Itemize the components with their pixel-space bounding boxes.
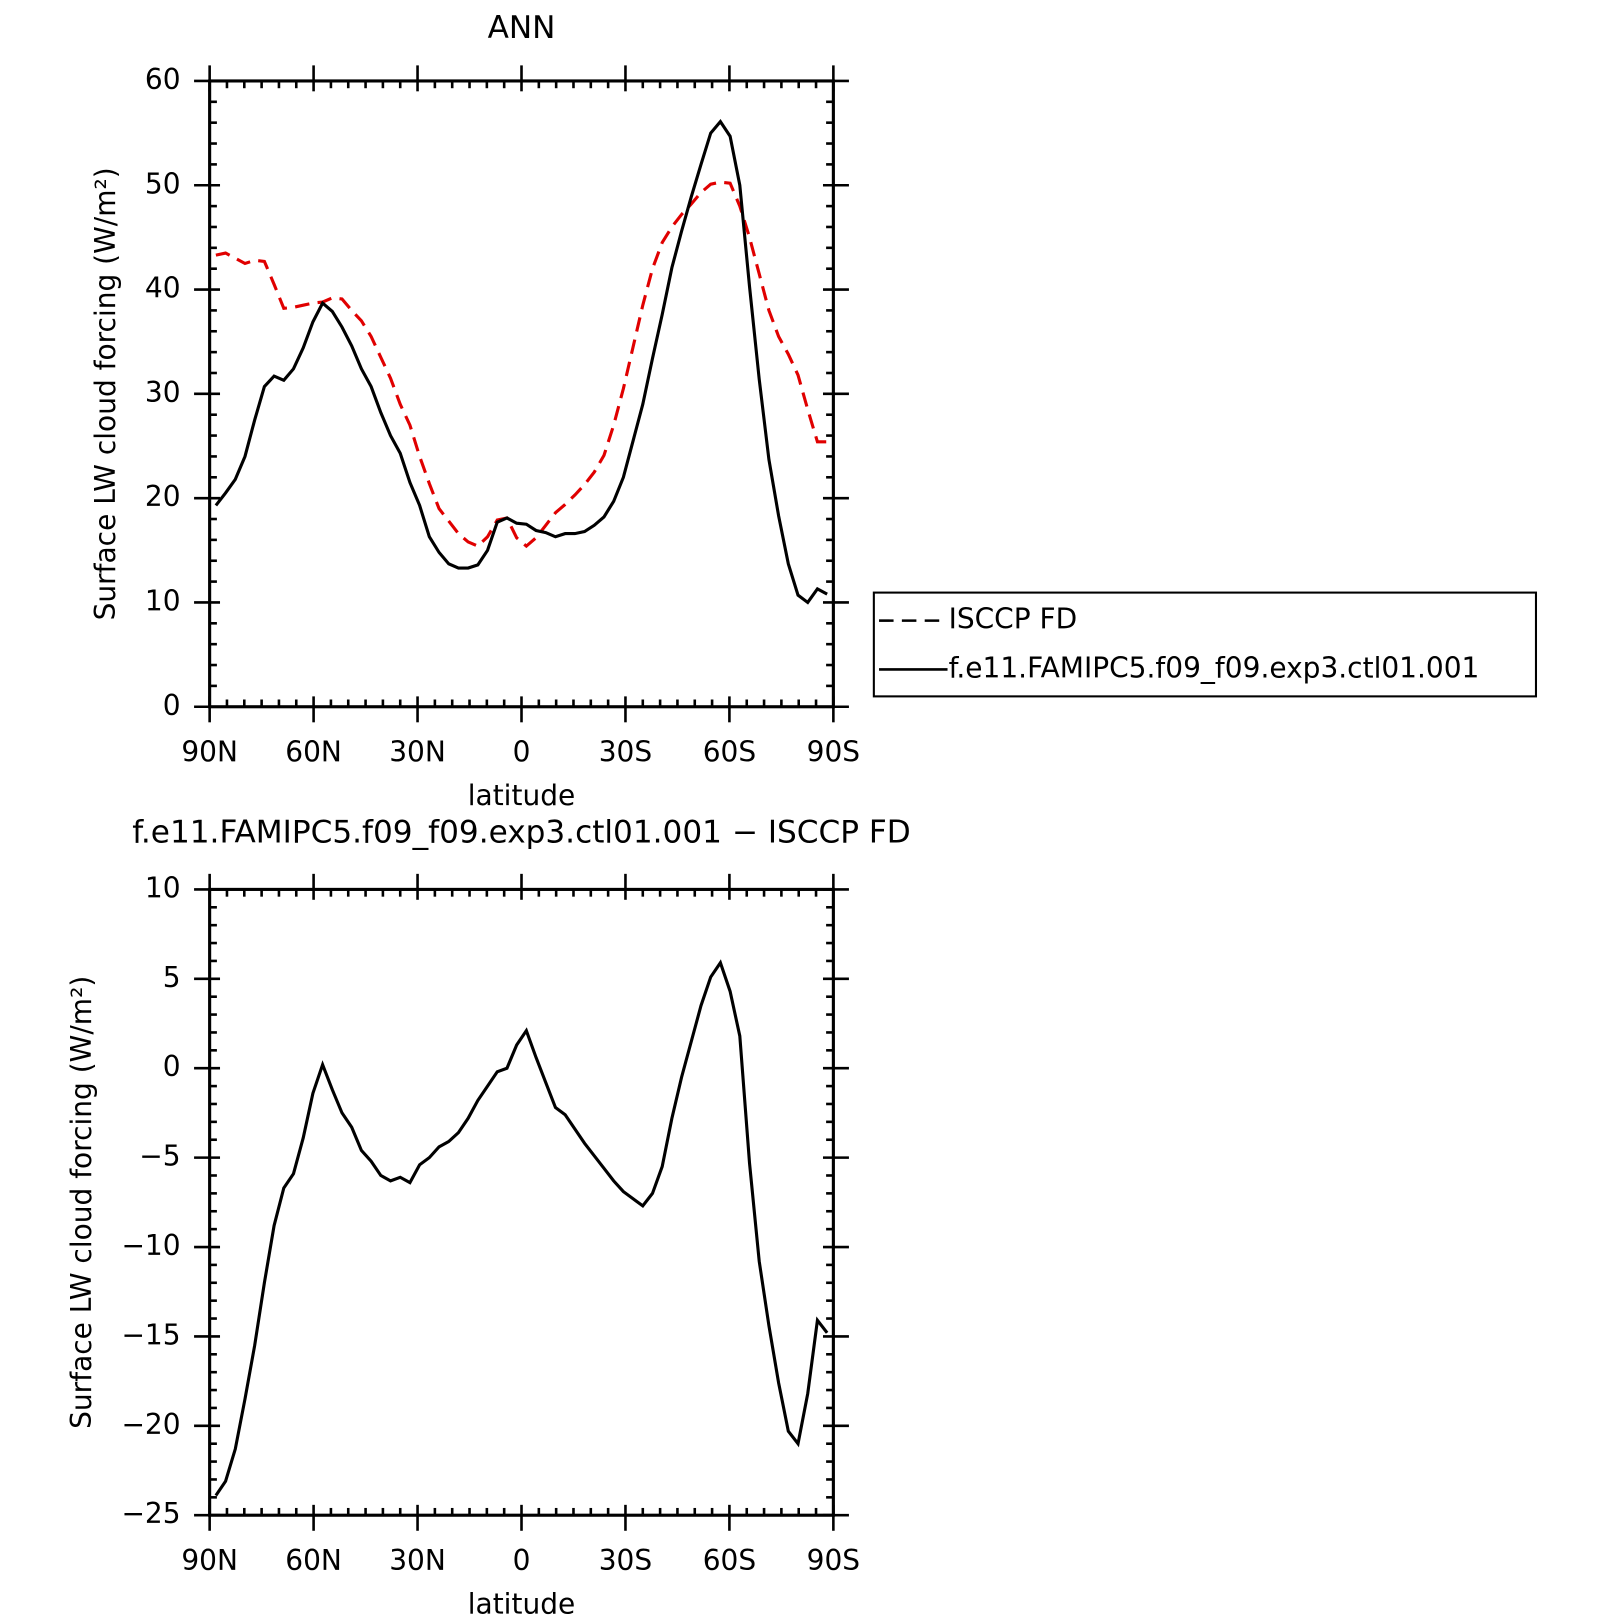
- y-tick-label: 30: [145, 376, 181, 409]
- data-line: [214, 119, 828, 605]
- y-tick-label: 10: [145, 871, 181, 904]
- data-line: [214, 959, 829, 1497]
- x-tick-label: 60N: [285, 1544, 342, 1577]
- x-tick-label: 90S: [807, 735, 860, 768]
- x-tick-label: 0: [513, 735, 531, 768]
- x-tick-label: 60N: [285, 735, 342, 768]
- y-tick-label: 50: [145, 167, 181, 200]
- y-tick-label: 60: [145, 63, 181, 96]
- x-axis-label: latitude: [468, 779, 575, 812]
- y-tick-label: −5: [139, 1140, 180, 1173]
- legend-box: [872, 591, 1538, 698]
- x-tick-label: 90N: [181, 1544, 238, 1577]
- x-tick-label: 60S: [703, 1544, 756, 1577]
- y-tick-label: 5: [163, 961, 181, 994]
- y-tick-label: 0: [163, 689, 181, 722]
- y-tick-label: 40: [145, 272, 181, 305]
- plot-frame: [208, 887, 835, 1517]
- chart-title: f.e11.FAMIPC5.f09_f09.exp3.ctl01.001 − I…: [132, 814, 911, 850]
- x-tick-label: 0: [513, 1544, 531, 1577]
- y-axis-label: Surface LW cloud forcing (W/m²): [89, 167, 122, 620]
- y-tick-label: −20: [121, 1408, 180, 1441]
- y-tick-label: 20: [145, 480, 181, 513]
- legend-label: f.e11.FAMIPC5.f09_f09.exp3.ctl01.001: [949, 651, 1480, 684]
- data-line: [215, 180, 828, 549]
- x-tick-label: 30S: [599, 1544, 652, 1577]
- chart-title: ANN: [488, 10, 556, 46]
- y-tick-label: −25: [121, 1497, 180, 1530]
- plot-frame: [208, 79, 835, 709]
- y-tick-label: 10: [145, 584, 181, 617]
- x-tick-label: 30N: [389, 735, 446, 768]
- y-tick-label: −15: [121, 1318, 180, 1351]
- legend-label: ISCCP FD: [949, 603, 1078, 636]
- y-axis-label: Surface LW cloud forcing (W/m²): [65, 976, 98, 1429]
- x-axis-label: latitude: [468, 1588, 575, 1619]
- x-tick-label: 90N: [181, 735, 238, 768]
- x-tick-label: 60S: [703, 735, 756, 768]
- y-tick-label: 0: [163, 1050, 181, 1083]
- x-tick-label: 30S: [599, 735, 652, 768]
- y-tick-label: −10: [121, 1229, 180, 1262]
- x-tick-label: 30N: [389, 1544, 446, 1577]
- x-tick-label: 90S: [807, 1544, 860, 1577]
